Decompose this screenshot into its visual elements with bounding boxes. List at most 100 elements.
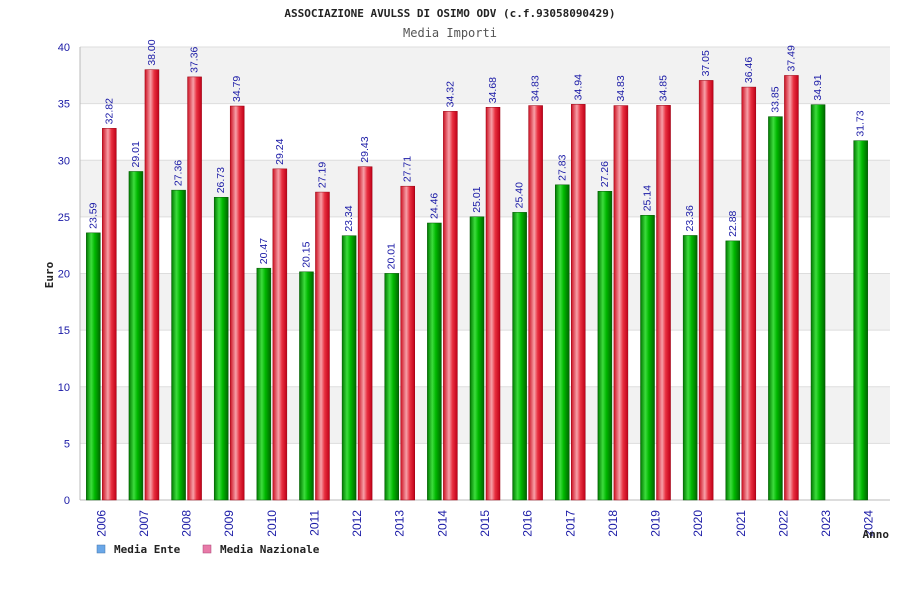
data-label: 34.79 [231, 76, 243, 102]
x-tick-label: 2008 [180, 510, 194, 537]
x-tick-label: 2020 [691, 510, 705, 537]
x-tick-label: 2006 [94, 510, 108, 537]
data-label: 24.46 [428, 193, 440, 219]
bar-media-nazionale-2008 [187, 76, 202, 501]
bar-media-ente-2011 [299, 271, 314, 501]
bar-media-nazionale-2010 [272, 168, 288, 501]
bar-media-ente-2017 [555, 184, 570, 501]
data-label: 34.83 [615, 75, 627, 101]
bar-media-ente-2009 [213, 197, 229, 501]
bar-media-nazionale-2021 [741, 86, 757, 501]
data-label: 31.73 [855, 110, 867, 136]
data-label: 20.01 [386, 243, 398, 269]
chart-title: ASSOCIAZIONE AVULSS DI OSIMO ODV (c.f.93… [284, 7, 615, 20]
x-tick-label: 2022 [776, 510, 790, 537]
bar-media-nazionale-2020 [698, 80, 714, 501]
y-tick-label: 30 [58, 155, 70, 167]
y-tick-label: 15 [58, 325, 70, 337]
x-tick-label: 2019 [649, 510, 663, 537]
x-tick-label: 2009 [222, 510, 236, 537]
x-tick-label: 2015 [478, 510, 492, 537]
bar-media-nazionale-2011 [315, 191, 330, 501]
x-axis-label: Anno [863, 528, 890, 541]
bars-layer: 23.59 32.82 29.01 38.00 27.36 37.36 26.73 34.79… [86, 39, 868, 501]
bar-media-ente-2014 [427, 222, 442, 501]
x-tick-label: 2023 [819, 510, 833, 537]
data-label: 34.83 [530, 75, 542, 101]
data-label: 25.01 [471, 186, 483, 212]
x-tick-label: 2018 [606, 510, 620, 537]
bar-media-ente-2020 [682, 235, 698, 501]
legend-label-media-ente: Media Ente [114, 543, 181, 556]
y-axis-label: Euro [43, 261, 56, 288]
data-label: 25.40 [514, 182, 526, 208]
x-tick-label: 2017 [563, 510, 577, 537]
bar-media-ente-2006 [86, 232, 101, 501]
data-label: 29.43 [359, 136, 371, 162]
bar-media-ente-2018 [597, 191, 613, 501]
bar-media-ente-2015 [469, 216, 485, 501]
data-label: 32.82 [103, 98, 115, 124]
bar-media-ente-2013 [384, 273, 399, 501]
bar-media-nazionale-2015 [485, 106, 501, 501]
data-label: 27.83 [556, 154, 568, 180]
data-label: 27.36 [173, 160, 185, 186]
bar-media-nazionale-2006 [102, 128, 117, 501]
bar-media-ente-2022 [768, 116, 783, 501]
bar-media-ente-2012 [341, 235, 357, 501]
y-tick-label: 20 [58, 269, 70, 281]
x-tick-label: 2014 [435, 510, 449, 537]
bar-media-nazionale-2019 [656, 105, 671, 501]
bar-media-nazionale-2022 [784, 75, 799, 501]
data-label: 20.47 [258, 238, 270, 264]
x-tick-label: 2011 [307, 510, 321, 536]
data-label: 34.91 [812, 74, 824, 100]
x-tick-label: 2013 [393, 510, 407, 537]
data-label: 29.24 [274, 138, 286, 164]
bar-media-nazionale-2007 [144, 69, 160, 501]
y-tick-label: 0 [64, 495, 70, 507]
data-label: 25.14 [642, 185, 654, 211]
data-label: 29.01 [130, 141, 142, 167]
bar-media-ente-2007 [128, 171, 144, 501]
data-label: 38.00 [146, 39, 158, 65]
y-tick-label: 40 [58, 42, 70, 54]
x-tick-label: 2012 [350, 510, 364, 537]
data-label: 37.05 [700, 50, 712, 76]
bar-media-ente-2010 [256, 267, 272, 501]
legend: Media Ente Media Nazionale [96, 543, 320, 556]
data-label: 23.59 [87, 202, 99, 228]
data-label: 22.88 [727, 210, 739, 236]
bar-media-ente-2023 [810, 104, 826, 501]
bar-media-nazionale-2016 [528, 105, 543, 501]
data-label: 27.71 [402, 156, 414, 182]
bar-media-ente-2008 [171, 189, 186, 501]
data-label: 33.85 [769, 86, 781, 112]
legend-label-media-nazionale: Media Nazionale [220, 543, 320, 556]
data-label: 27.26 [599, 161, 611, 187]
data-label: 34.85 [658, 75, 670, 101]
data-label: 34.68 [487, 77, 499, 103]
data-label: 37.49 [785, 45, 797, 71]
bar-media-ente-2024 [853, 140, 868, 501]
bar-media-nazionale-2012 [357, 166, 373, 501]
y-tick-label: 10 [58, 382, 70, 394]
x-tick-label: 2007 [137, 510, 151, 537]
data-label: 34.32 [444, 81, 456, 107]
x-tick-label: 2016 [521, 510, 535, 537]
data-label: 23.34 [343, 205, 355, 231]
bar-media-nazionale-2014 [443, 111, 458, 501]
data-label: 37.36 [189, 46, 201, 72]
data-label: 23.36 [684, 205, 696, 231]
data-label: 27.19 [316, 162, 328, 188]
y-axis-ticks: 0 5 10 15 20 25 30 35 40 [58, 42, 70, 507]
legend-swatch-media-ente [96, 544, 106, 554]
chart-subtitle: Media Importi [403, 26, 497, 40]
x-axis-ticks: 2006 2007 2008 2009 2010 2011 2012 2013 2014 2015… [94, 510, 875, 537]
data-label: 34.94 [572, 74, 584, 100]
x-tick-label: 2021 [734, 510, 748, 537]
data-label: 26.73 [215, 167, 227, 193]
bar-media-nazionale-2009 [229, 105, 245, 501]
